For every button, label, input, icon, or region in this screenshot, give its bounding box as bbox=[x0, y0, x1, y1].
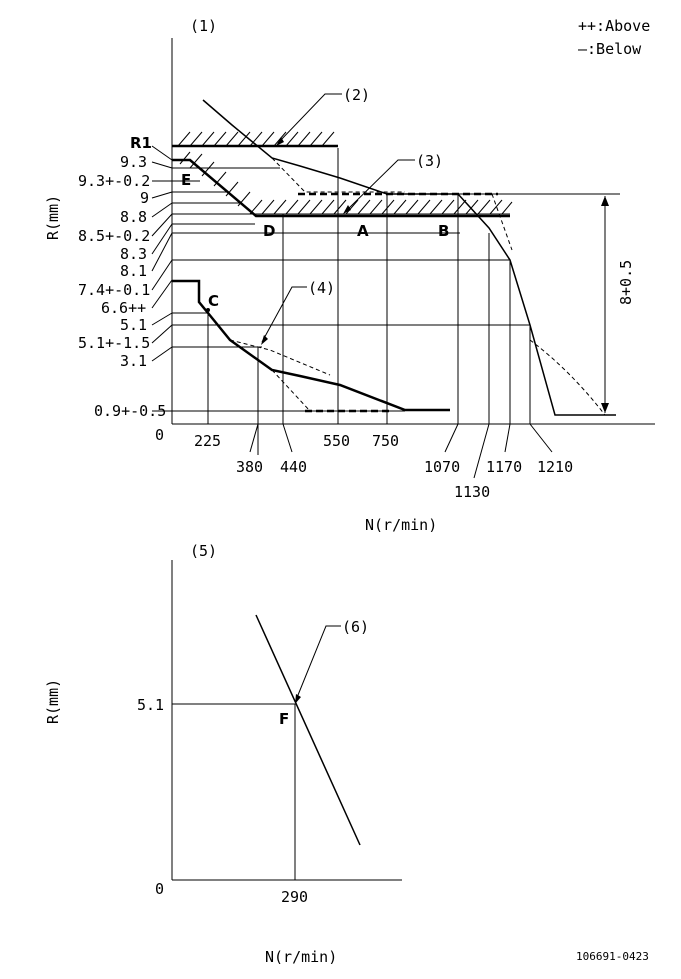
dimension-label: 8+0.5 bbox=[617, 260, 635, 305]
callout-4: (4) bbox=[308, 279, 335, 297]
stop-limit-3 bbox=[172, 151, 513, 218]
bottom-curve bbox=[255, 614, 361, 846]
y-tick-6-6: 6.6++ bbox=[101, 299, 146, 317]
callout-2: (2) bbox=[343, 86, 370, 104]
top-x-ticks: 225 380 440 550 750 1070 1130 1170 1210 bbox=[194, 432, 573, 501]
y-tick-9: 9 bbox=[140, 189, 149, 207]
top-origin: 0 bbox=[155, 426, 164, 444]
bottom-chart: (5) R(mm) N(r/min) 0 5.1 290 (6) F bbox=[44, 542, 402, 966]
top-chart: (1) R(mm) N(r/min) 0 R1 9.3 9.3+-0.2 9 8… bbox=[44, 17, 655, 534]
x-tick-750: 750 bbox=[372, 432, 399, 450]
cutoff-lower-dashed bbox=[529, 339, 606, 416]
top-y-leaders bbox=[151, 145, 173, 412]
bottom-x-axis-label: N(r/min) bbox=[265, 948, 337, 966]
bottom-origin: 0 bbox=[155, 880, 164, 898]
top-y-ticks: R1 9.3 9.3+-0.2 9 8.8 8.5+-0.2 8.3 8.1 7… bbox=[78, 134, 166, 420]
callouts: (2) (3) (4) bbox=[261, 86, 443, 345]
x-tick-1130: 1130 bbox=[454, 483, 490, 501]
bottom-y-axis-label: R(mm) bbox=[44, 679, 62, 724]
callout-6: (6) bbox=[342, 618, 369, 636]
legend-below: —:Below bbox=[578, 40, 642, 58]
top-y-axis-label: R(mm) bbox=[44, 195, 62, 240]
y-tick-r1: R1 bbox=[130, 134, 152, 152]
x-tick-380: 380 bbox=[236, 458, 263, 476]
dimension-arrow: 8+0.5 bbox=[601, 196, 635, 413]
point-d: D bbox=[263, 222, 275, 240]
y-tick-0-9-tol: 0.9+-0.5 bbox=[94, 402, 166, 420]
x-tick-1170: 1170 bbox=[486, 458, 522, 476]
y-tick-5-1: 5.1 bbox=[120, 316, 147, 334]
stop-limit-2 bbox=[172, 131, 338, 148]
point-a: A bbox=[357, 222, 369, 240]
y-tick-8-8: 8.8 bbox=[120, 208, 147, 226]
y-tick-7-4-tol: 7.4+-0.1 bbox=[78, 281, 150, 299]
bottom-chart-marker: (5) bbox=[190, 542, 217, 560]
y-tick-5-1-tol: 5.1+-1.5 bbox=[78, 334, 150, 352]
callout-3: (3) bbox=[416, 152, 443, 170]
y-tick-8-5-tol: 8.5+-0.2 bbox=[78, 227, 150, 245]
x-tick-440: 440 bbox=[280, 458, 307, 476]
point-c: C bbox=[208, 292, 219, 310]
top-x-leaders bbox=[249, 423, 553, 479]
x-tick-1070: 1070 bbox=[424, 458, 460, 476]
point-b: B bbox=[438, 222, 449, 240]
top-chart-marker: (1) bbox=[190, 17, 217, 35]
x-tick-225: 225 bbox=[194, 432, 221, 450]
idle-curve bbox=[172, 279, 450, 412]
point-f: F bbox=[279, 710, 289, 728]
legend-above: ++:Above bbox=[578, 17, 650, 35]
x-tick-1210: 1210 bbox=[537, 458, 573, 476]
x-tick-550: 550 bbox=[323, 432, 350, 450]
bottom-y-tick: 5.1 bbox=[137, 696, 164, 714]
cutoff-dashed bbox=[491, 193, 513, 251]
doc-number: 106691-0423 bbox=[576, 950, 649, 963]
y-tick-8-1: 8.1 bbox=[120, 262, 147, 280]
bottom-x-tick: 290 bbox=[281, 888, 308, 906]
y-tick-9-3: 9.3 bbox=[120, 153, 147, 171]
y-tick-3-1: 3.1 bbox=[120, 352, 147, 370]
point-e: E bbox=[181, 171, 191, 189]
y-tick-8-3: 8.3 bbox=[120, 245, 147, 263]
top-x-axis-label: N(r/min) bbox=[365, 516, 437, 534]
y-tick-9-3-tol: 9.3+-0.2 bbox=[78, 172, 150, 190]
full-load-dashed bbox=[271, 157, 405, 193]
idle-dashed-upper bbox=[229, 339, 331, 376]
point-labels: E D A B C bbox=[181, 171, 449, 312]
